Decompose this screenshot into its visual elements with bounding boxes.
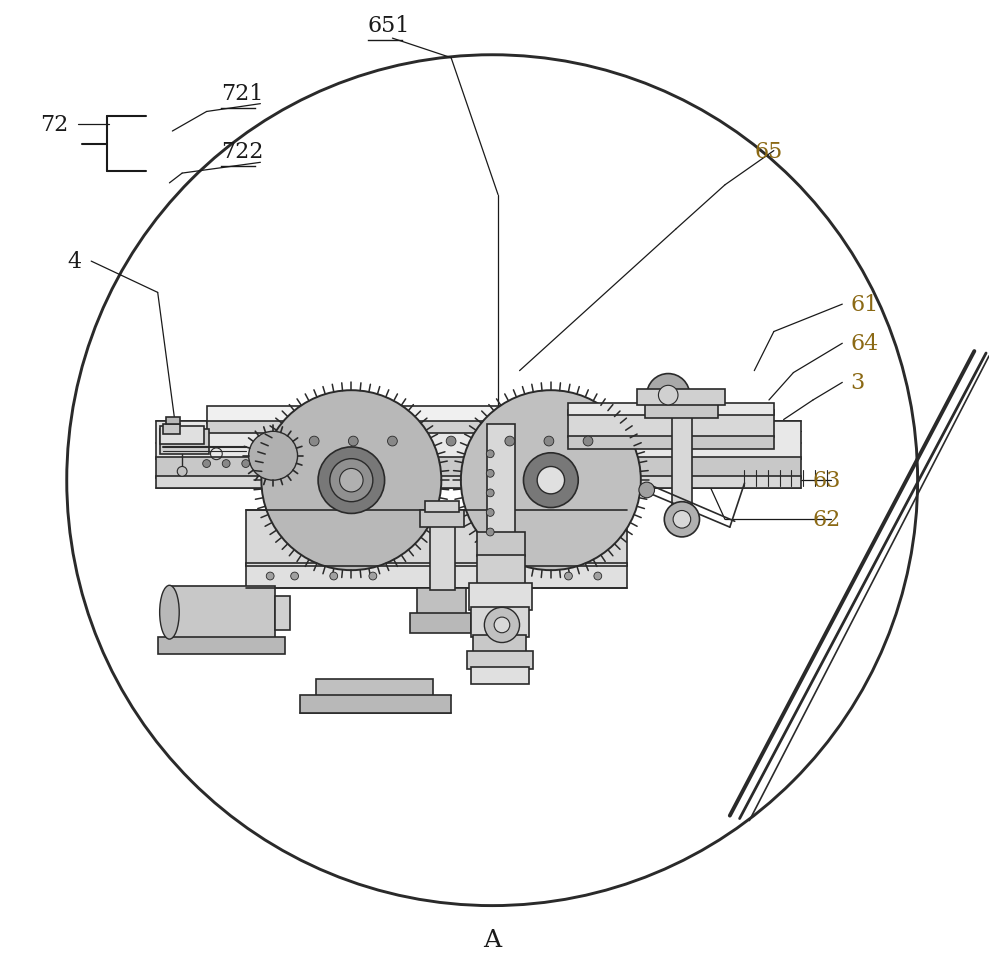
Circle shape bbox=[583, 437, 593, 446]
Circle shape bbox=[330, 573, 338, 580]
Circle shape bbox=[484, 608, 520, 643]
Circle shape bbox=[340, 469, 363, 492]
Polygon shape bbox=[568, 404, 774, 415]
Circle shape bbox=[177, 467, 187, 477]
Polygon shape bbox=[275, 596, 290, 630]
Text: 651: 651 bbox=[368, 16, 410, 37]
Circle shape bbox=[348, 437, 358, 446]
Circle shape bbox=[505, 437, 515, 446]
Polygon shape bbox=[417, 588, 466, 616]
Circle shape bbox=[261, 391, 441, 571]
Circle shape bbox=[446, 437, 456, 446]
Text: 64: 64 bbox=[850, 333, 878, 355]
Polygon shape bbox=[246, 510, 627, 567]
Polygon shape bbox=[169, 586, 275, 640]
Text: 62: 62 bbox=[813, 509, 841, 531]
Circle shape bbox=[673, 511, 691, 529]
Circle shape bbox=[664, 502, 700, 537]
Circle shape bbox=[309, 437, 319, 446]
Text: 63: 63 bbox=[813, 470, 841, 491]
Circle shape bbox=[203, 460, 211, 468]
Polygon shape bbox=[207, 422, 656, 434]
Circle shape bbox=[249, 432, 298, 481]
Text: 65: 65 bbox=[754, 141, 783, 162]
Polygon shape bbox=[160, 427, 204, 445]
Circle shape bbox=[486, 489, 494, 497]
Circle shape bbox=[594, 573, 602, 580]
Ellipse shape bbox=[160, 585, 179, 639]
Circle shape bbox=[222, 460, 230, 468]
Circle shape bbox=[658, 386, 678, 405]
Text: 61: 61 bbox=[850, 294, 878, 316]
Polygon shape bbox=[166, 417, 180, 425]
Text: A: A bbox=[483, 928, 501, 952]
Text: 3: 3 bbox=[850, 372, 864, 394]
Polygon shape bbox=[430, 522, 455, 590]
Circle shape bbox=[369, 573, 377, 580]
Polygon shape bbox=[672, 407, 692, 520]
Circle shape bbox=[537, 467, 565, 494]
Polygon shape bbox=[158, 637, 285, 655]
Text: 72: 72 bbox=[40, 114, 69, 136]
Circle shape bbox=[565, 573, 572, 580]
Polygon shape bbox=[420, 510, 464, 528]
Polygon shape bbox=[473, 635, 526, 655]
Polygon shape bbox=[300, 696, 451, 713]
Circle shape bbox=[486, 509, 494, 517]
Polygon shape bbox=[316, 679, 433, 699]
Polygon shape bbox=[568, 410, 774, 438]
Polygon shape bbox=[207, 406, 656, 424]
Polygon shape bbox=[410, 614, 471, 633]
Polygon shape bbox=[246, 564, 627, 588]
Circle shape bbox=[486, 470, 494, 478]
Polygon shape bbox=[645, 401, 718, 418]
Circle shape bbox=[266, 573, 274, 580]
Circle shape bbox=[523, 453, 578, 508]
Text: 4: 4 bbox=[68, 251, 82, 273]
Polygon shape bbox=[156, 457, 801, 479]
Polygon shape bbox=[160, 430, 209, 454]
Circle shape bbox=[291, 573, 299, 580]
Polygon shape bbox=[637, 390, 725, 405]
Polygon shape bbox=[487, 425, 515, 547]
Polygon shape bbox=[156, 422, 801, 459]
Text: 721: 721 bbox=[221, 83, 264, 105]
Circle shape bbox=[486, 529, 494, 536]
Polygon shape bbox=[467, 652, 533, 669]
Circle shape bbox=[461, 391, 641, 571]
Circle shape bbox=[647, 374, 690, 417]
Polygon shape bbox=[471, 608, 529, 637]
Polygon shape bbox=[425, 501, 459, 513]
Text: 722: 722 bbox=[221, 142, 264, 163]
Circle shape bbox=[318, 447, 385, 514]
Polygon shape bbox=[477, 555, 525, 586]
Circle shape bbox=[242, 460, 250, 468]
Polygon shape bbox=[163, 425, 180, 435]
Polygon shape bbox=[156, 477, 801, 488]
Polygon shape bbox=[477, 532, 525, 557]
Circle shape bbox=[330, 459, 373, 502]
Polygon shape bbox=[471, 667, 529, 684]
Circle shape bbox=[639, 483, 655, 498]
Circle shape bbox=[486, 450, 494, 458]
Polygon shape bbox=[568, 437, 774, 449]
Circle shape bbox=[494, 617, 510, 633]
Circle shape bbox=[388, 437, 397, 446]
Polygon shape bbox=[469, 583, 532, 611]
Circle shape bbox=[544, 437, 554, 446]
